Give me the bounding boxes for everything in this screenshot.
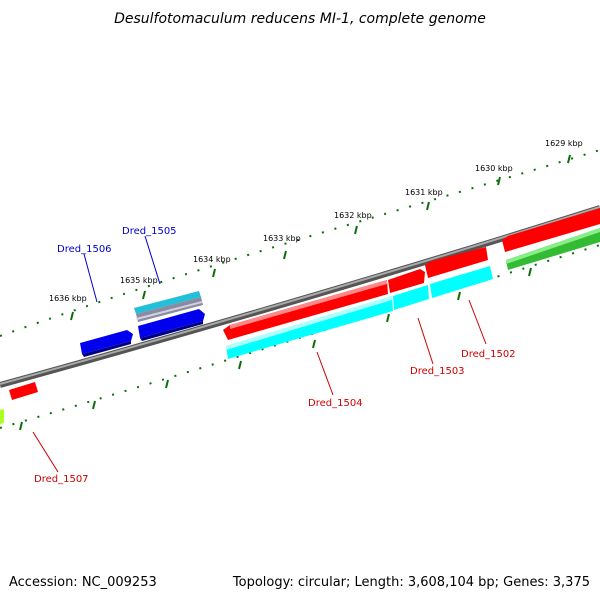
tick-1629 — [567, 154, 571, 164]
tick-1633 — [283, 250, 287, 260]
accession-text: Accession: NC_009253 — [9, 575, 157, 590]
leader-dred-1504 — [316, 351, 334, 396]
leader-dred-1503 — [417, 317, 434, 365]
forward-features — [80, 208, 600, 357]
kbp-label-1630: 1630 kbp — [475, 164, 513, 173]
inner-tick-2 — [92, 400, 96, 410]
kbp-label-1633: 1633 kbp — [263, 234, 301, 243]
outer-ruler-dots — [0, 149, 600, 337]
inner-tick-3 — [165, 379, 169, 389]
leader-dred-1506 — [83, 253, 98, 303]
tick-1634 — [212, 268, 216, 278]
gene-dred-1507[interactable] — [9, 382, 38, 400]
gene-dred-1502-red[interactable] — [425, 247, 488, 278]
inner-tick-4 — [238, 360, 242, 370]
tick-1632 — [354, 225, 358, 235]
gene-dred-1503-cyan[interactable] — [393, 285, 429, 310]
leader-dred-1505 — [144, 235, 161, 285]
tick-1636 — [70, 311, 74, 321]
gene-labels: Dred_1506 Dred_1505 Dred_1504 Dred_1503 … — [34, 226, 516, 485]
kbp-label-1635: 1635 kbp — [120, 276, 158, 285]
label-leaders — [32, 235, 487, 473]
tick-1635 — [142, 290, 146, 300]
tick-1631 — [426, 201, 430, 211]
gene-dred-1506[interactable] — [80, 330, 133, 354]
label-dred-1503[interactable]: Dred_1503 — [410, 366, 465, 377]
inner-tick-5 — [312, 339, 316, 349]
tick-1630 — [497, 176, 501, 186]
kbp-label-1629: 1629 kbp — [545, 139, 583, 148]
leader-dred-1507 — [32, 431, 59, 473]
gene-dred-1503-red[interactable] — [388, 269, 425, 293]
gene-yellowgreen-left[interactable] — [0, 409, 4, 424]
gene-dred-1505-cyan[interactable] — [134, 291, 201, 314]
gene-dred-1502-cyan[interactable] — [430, 266, 493, 298]
inner-tick-1 — [19, 421, 23, 431]
genome-summary-text: Topology: circular; Length: 3,608,104 bp… — [232, 575, 590, 590]
inner-tick-6 — [386, 313, 390, 323]
kbp-label-1632: 1632 kbp — [334, 211, 372, 220]
gene-dred-1505[interactable] — [138, 309, 205, 338]
gene-red-right[interactable] — [502, 208, 600, 252]
leader-dred-1502 — [468, 299, 487, 345]
kbp-label-1634: 1634 kbp — [193, 255, 231, 264]
kbp-label-1636: 1636 kbp — [49, 294, 87, 303]
label-dred-1504[interactable]: Dred_1504 — [308, 398, 363, 409]
label-dred-1507[interactable]: Dred_1507 — [34, 474, 89, 485]
reverse-features — [0, 266, 493, 424]
label-dred-1505[interactable]: Dred_1505 — [122, 226, 177, 237]
inner-ruler — [0, 244, 600, 431]
kbp-label-1631: 1631 kbp — [405, 188, 443, 197]
map-title: Desulfotomaculum reducens MI-1, complete… — [114, 11, 486, 27]
label-dred-1502[interactable]: Dred_1502 — [461, 349, 516, 360]
outer-ruler: 1629 kbp 1630 kbp 1631 kbp 1632 kbp 1633… — [0, 139, 600, 337]
inner-tick-7 — [457, 291, 461, 301]
inner-tick-8 — [528, 267, 532, 277]
label-dred-1506[interactable]: Dred_1506 — [57, 244, 112, 255]
